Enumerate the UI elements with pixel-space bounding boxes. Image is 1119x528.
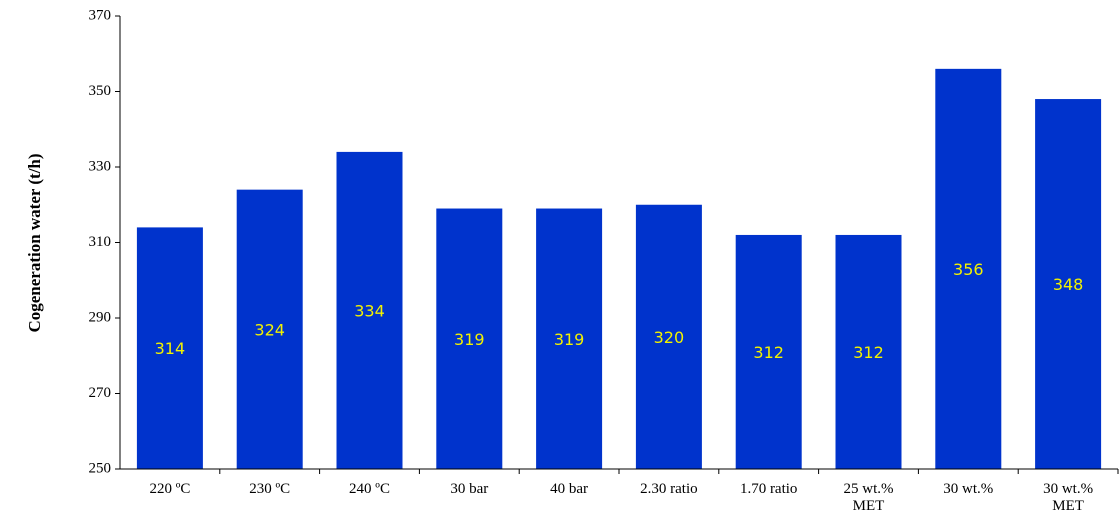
x-tick-label: 30 wt.%: [1043, 481, 1093, 497]
y-tick-label: 310: [89, 234, 112, 250]
y-axis: 250 270 290 310 330 350 370: [89, 7, 121, 476]
bar: [835, 234, 902, 469]
data-label: 314: [155, 339, 186, 358]
x-tick-label: 25 wt.%: [844, 481, 894, 497]
bars: 314 324 334 319 319 320 312 312 356 348: [136, 68, 1102, 470]
y-tick-label: 270: [89, 385, 112, 401]
x-tick-label: 2.30 ratio: [640, 481, 698, 497]
bar: [935, 68, 1002, 469]
x-tick-label: 40 bar: [550, 481, 588, 497]
x-tick-label: 1.70 ratio: [740, 481, 798, 497]
data-label: 319: [454, 330, 485, 349]
data-label: 312: [753, 343, 784, 362]
bar: [436, 208, 503, 469]
bar: [1035, 99, 1102, 470]
x-tick-label: 240 ºC: [349, 481, 390, 497]
x-tick-label: 220 ºC: [149, 481, 190, 497]
data-label: 319: [554, 330, 585, 349]
y-tick-label: 330: [89, 158, 112, 174]
x-tick-label: 30 bar: [450, 481, 488, 497]
data-label: 356: [953, 260, 984, 279]
x-tick-label: MET: [1052, 498, 1084, 514]
bar: [536, 208, 603, 469]
x-tick-label: MET: [853, 498, 885, 514]
y-tick-label: 370: [89, 7, 112, 23]
data-label: 320: [654, 328, 685, 347]
bar: [336, 151, 403, 469]
y-axis-label: Cogeneration water (t/h): [25, 153, 44, 332]
data-label: 334: [354, 301, 385, 320]
y-tick-label: 290: [89, 309, 112, 325]
data-label: 312: [853, 343, 884, 362]
bar: [735, 234, 802, 469]
y-tick-label: 250: [89, 460, 112, 476]
bar: [236, 189, 303, 469]
bar: [136, 227, 203, 469]
data-label: 324: [254, 320, 285, 339]
data-label: 348: [1053, 275, 1084, 294]
x-tick-label: 230 ºC: [249, 481, 290, 497]
x-tick-label: 30 wt.%: [943, 481, 993, 497]
x-axis: 220 ºC 230 ºC 240 ºC 30 bar 40 bar 2.30 ratio…: [120, 468, 1119, 514]
y-tick-label: 350: [89, 83, 112, 99]
bar: [635, 204, 702, 469]
